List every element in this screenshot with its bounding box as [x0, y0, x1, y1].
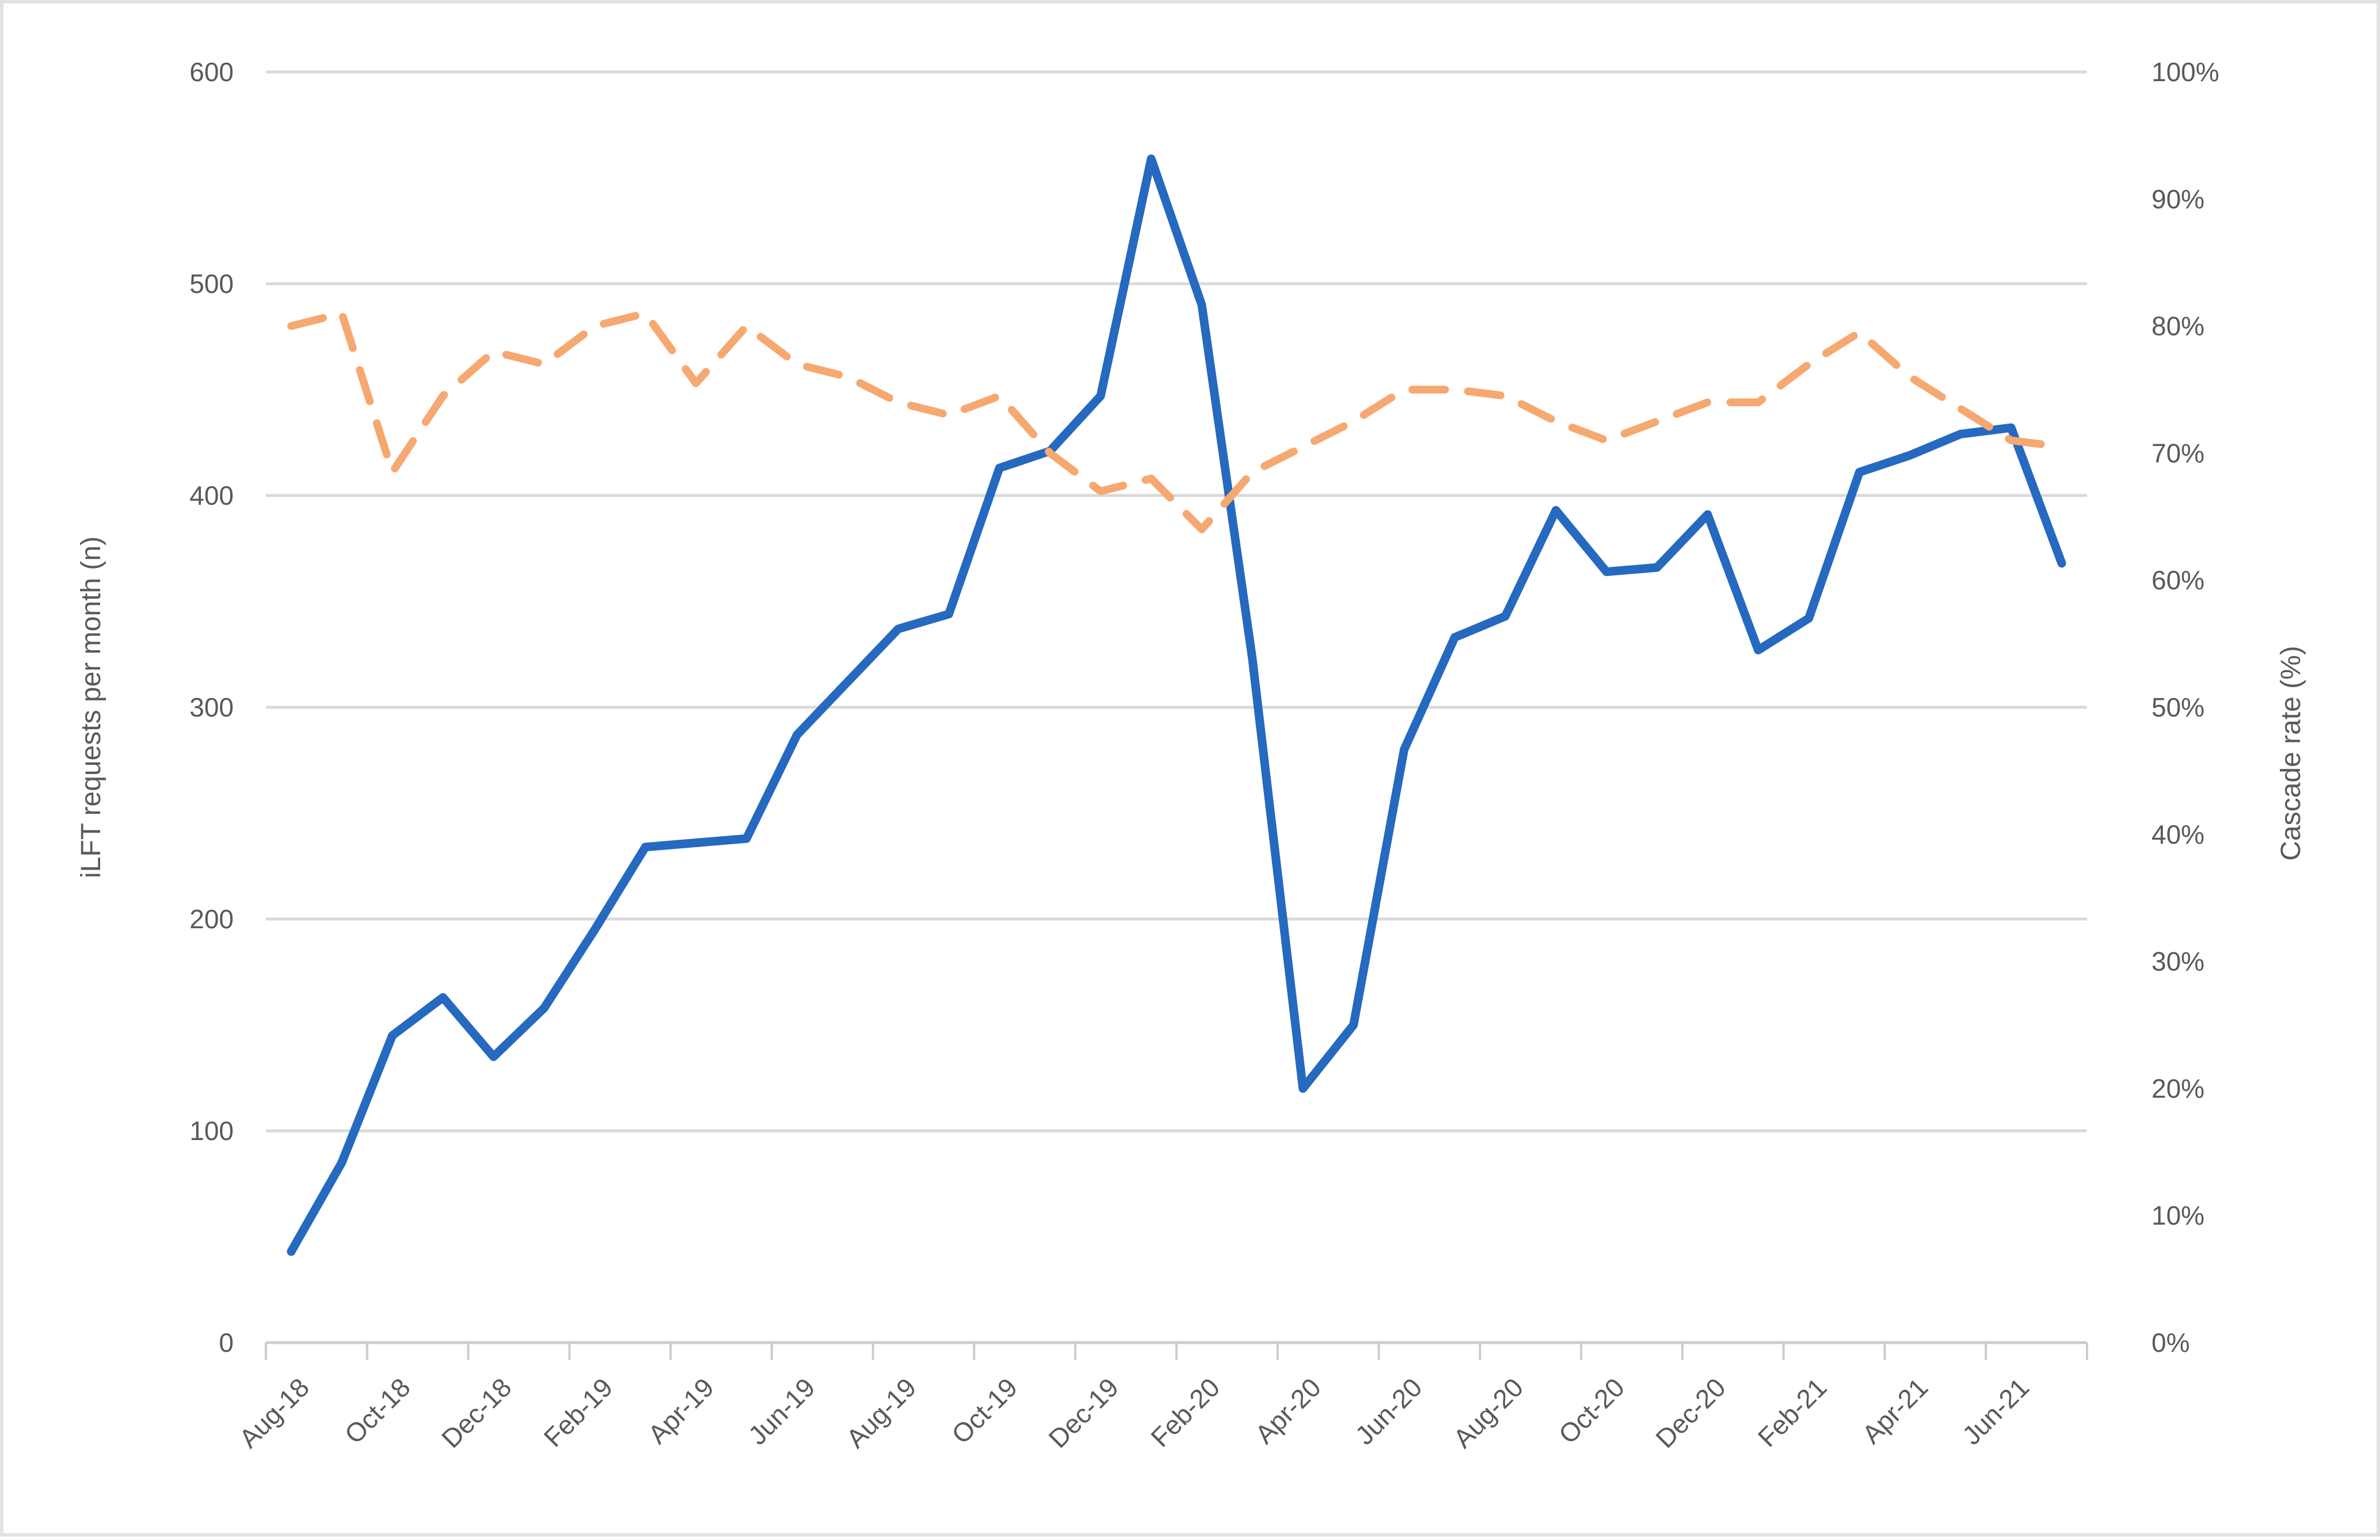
right-axis-tick-label: 30%: [2151, 947, 2204, 977]
x-axis-tick-label: Aug-18: [233, 1372, 315, 1454]
x-axis-tick-label: Feb-20: [1145, 1372, 1225, 1453]
right-axis-tick-labels-group: 0% 10% 20% 30% 40% 50% 60% 70% 80% 90% 100%: [2151, 57, 2219, 1358]
left-axis-tick-label: 600: [189, 57, 234, 87]
left-axis-tick-label: 400: [189, 481, 234, 510]
x-axis-tick-label: Dec-20: [1650, 1372, 1731, 1454]
left-axis-tick-label: 200: [189, 904, 234, 934]
x-axis-tick-label: Jun-21: [1956, 1372, 2035, 1450]
right-axis-tick-label: 90%: [2151, 184, 2204, 214]
right-axis-tick-label: 100%: [2151, 57, 2219, 87]
x-axis-tick-label: Feb-21: [1752, 1372, 1833, 1453]
x-axis-tick-label: Aug-19: [840, 1372, 922, 1454]
x-axis-tick-label: Apr-20: [1249, 1372, 1326, 1449]
gridlines-group: [266, 70, 2087, 1344]
right-axis-tick-label: 70%: [2151, 438, 2204, 468]
cascade-rate-series-line: [287, 309, 2066, 533]
x-axis-tick-label: Oct-20: [1553, 1372, 1630, 1449]
x-axis-tick-label: Apr-19: [642, 1372, 719, 1449]
right-axis-tick-label: 40%: [2151, 819, 2204, 849]
x-axis-tick-label: Feb-19: [538, 1372, 619, 1453]
requests-series-line: [287, 154, 2066, 1256]
x-axis-tick-labels-group: Aug-18 Oct-18 Dec-18 Feb-19 Apr-19 Jun-19 Aug-…: [233, 1372, 2035, 1454]
left-axis-tick-label: 100: [189, 1116, 234, 1146]
right-axis-tick-label: 50%: [2151, 692, 2204, 722]
x-axis-tick-label: Jun-19: [742, 1372, 821, 1450]
right-axis-tick-label: 0%: [2151, 1328, 2189, 1358]
x-axis-tick-label: Dec-18: [436, 1372, 517, 1454]
left-axis-tick-label: 300: [189, 692, 234, 722]
x-axis-tick-label: Aug-20: [1448, 1372, 1529, 1454]
x-axis-tick-label: Jun-20: [1349, 1372, 1427, 1450]
dual-axis-line-chart: 0 100 200 300 400 500 600 0% 10% 20% 30% 40% 50% 60%…: [76, 57, 2306, 1454]
x-axis-tick-label: Dec-19: [1043, 1372, 1125, 1454]
right-axis-title: Cascade rate (%): [2276, 646, 2306, 860]
x-axis-tick-label: Oct-18: [338, 1372, 416, 1449]
right-axis-tick-label: 20%: [2151, 1073, 2204, 1103]
x-axis-tick-label: Oct-19: [946, 1372, 1023, 1449]
right-axis-tick-label: 80%: [2151, 311, 2204, 341]
series-lines-group: [287, 154, 2066, 1256]
x-axis-ticks-group: [265, 1343, 2088, 1360]
left-axis-tick-label: 0: [219, 1328, 234, 1358]
right-axis-tick-label: 60%: [2151, 565, 2204, 595]
left-axis-tick-label: 500: [189, 269, 234, 299]
x-axis-tick-label: Apr-21: [1856, 1372, 1933, 1449]
left-axis-title: iLFT requests per month (n): [76, 536, 106, 878]
right-axis-tick-label: 10%: [2151, 1200, 2204, 1230]
left-axis-tick-labels-group: 0 100 200 300 400 500 600: [189, 57, 234, 1358]
